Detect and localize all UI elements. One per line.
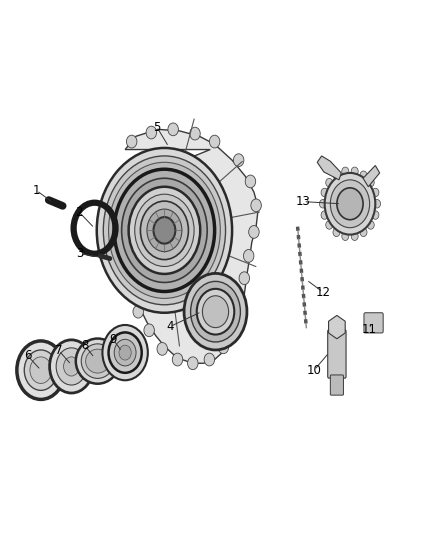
Circle shape [17, 341, 65, 399]
Circle shape [114, 169, 215, 292]
Circle shape [342, 167, 349, 175]
Circle shape [249, 225, 259, 238]
Text: 2: 2 [75, 206, 83, 219]
Circle shape [147, 209, 182, 252]
Circle shape [157, 176, 167, 189]
Ellipse shape [81, 344, 114, 378]
Circle shape [245, 175, 256, 188]
Circle shape [229, 319, 240, 332]
Ellipse shape [76, 338, 120, 384]
Circle shape [146, 126, 156, 139]
Text: 6: 6 [24, 349, 32, 362]
Circle shape [127, 284, 138, 297]
Circle shape [325, 173, 375, 235]
Circle shape [109, 333, 142, 373]
Circle shape [135, 194, 194, 266]
Circle shape [127, 135, 137, 148]
Circle shape [127, 236, 137, 249]
Circle shape [190, 127, 200, 140]
Circle shape [337, 188, 363, 220]
Polygon shape [317, 156, 341, 180]
Circle shape [330, 180, 370, 228]
Circle shape [187, 357, 198, 369]
Circle shape [191, 281, 240, 342]
Circle shape [351, 232, 358, 240]
Circle shape [209, 135, 220, 148]
Text: 13: 13 [296, 195, 311, 208]
Circle shape [184, 273, 247, 350]
Circle shape [49, 340, 93, 393]
Circle shape [56, 348, 87, 385]
Circle shape [367, 179, 374, 187]
Text: 11: 11 [362, 322, 377, 336]
Circle shape [103, 156, 226, 305]
Circle shape [172, 353, 183, 366]
Circle shape [218, 341, 229, 354]
Polygon shape [328, 316, 345, 339]
Polygon shape [363, 165, 380, 187]
Circle shape [372, 211, 379, 219]
Circle shape [319, 199, 326, 208]
Circle shape [197, 289, 234, 335]
Circle shape [235, 295, 245, 308]
FancyBboxPatch shape [328, 330, 346, 378]
Circle shape [326, 221, 333, 229]
Circle shape [367, 221, 374, 229]
Text: 4: 4 [166, 320, 174, 333]
Text: 12: 12 [315, 286, 330, 298]
Circle shape [202, 296, 229, 328]
Circle shape [321, 211, 328, 219]
Ellipse shape [85, 349, 110, 373]
Circle shape [24, 350, 57, 390]
Circle shape [372, 188, 379, 197]
Circle shape [122, 178, 207, 282]
Circle shape [333, 228, 340, 237]
Circle shape [114, 340, 136, 366]
Text: 3: 3 [77, 247, 84, 260]
Circle shape [124, 260, 135, 273]
Circle shape [102, 325, 148, 380]
Circle shape [204, 353, 215, 366]
Circle shape [119, 345, 131, 360]
Circle shape [326, 179, 333, 187]
Circle shape [141, 201, 188, 260]
Circle shape [97, 148, 232, 313]
FancyBboxPatch shape [330, 375, 343, 395]
Circle shape [144, 192, 154, 205]
Text: 9: 9 [110, 333, 117, 346]
Circle shape [30, 357, 52, 383]
Circle shape [342, 232, 349, 240]
Circle shape [321, 188, 328, 197]
Circle shape [133, 305, 144, 318]
FancyBboxPatch shape [364, 313, 383, 333]
Circle shape [239, 272, 250, 285]
Circle shape [133, 213, 144, 226]
Circle shape [109, 163, 220, 298]
Circle shape [360, 171, 367, 180]
Circle shape [168, 123, 178, 136]
Circle shape [244, 249, 254, 262]
Circle shape [333, 171, 340, 180]
Text: 5: 5 [153, 120, 161, 134]
Circle shape [360, 228, 367, 237]
Circle shape [374, 199, 381, 208]
Polygon shape [125, 130, 258, 364]
Text: 7: 7 [55, 344, 63, 357]
Circle shape [233, 154, 244, 166]
Circle shape [153, 217, 175, 244]
Text: 10: 10 [307, 364, 321, 377]
Text: 1: 1 [33, 184, 40, 197]
Circle shape [129, 187, 200, 274]
Circle shape [144, 324, 154, 337]
Circle shape [157, 343, 167, 356]
Circle shape [251, 199, 261, 212]
Circle shape [64, 357, 79, 376]
Text: 8: 8 [81, 338, 88, 352]
Circle shape [351, 167, 358, 175]
